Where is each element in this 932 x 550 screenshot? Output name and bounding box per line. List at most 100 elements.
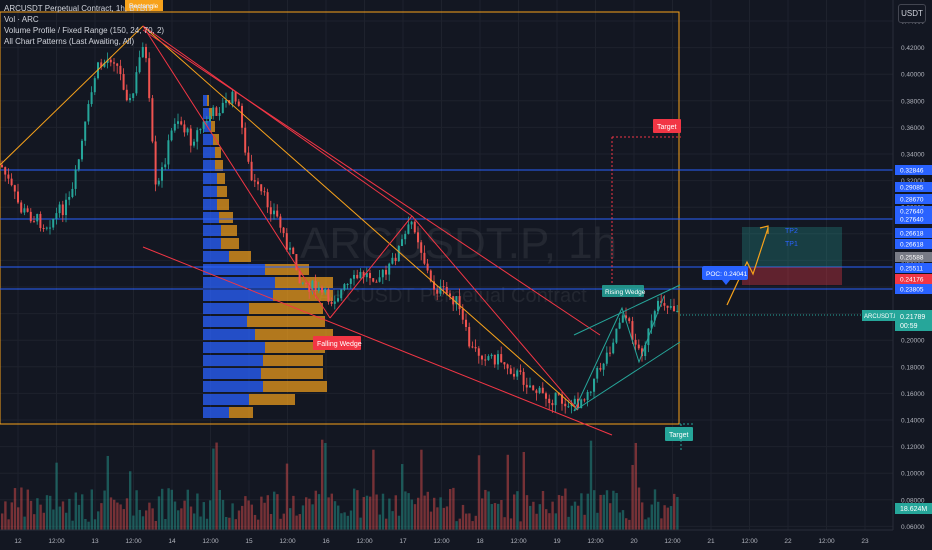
volume-bar — [90, 489, 93, 530]
currency-button[interactable]: USDT — [898, 4, 926, 23]
wedge-lower[interactable] — [142, 246, 613, 436]
triangle-line-left[interactable] — [0, 25, 144, 166]
candle-body — [641, 348, 643, 357]
profile-row-down — [229, 251, 251, 262]
volume-bar — [529, 505, 532, 530]
candle-body — [145, 46, 147, 59]
candle-body — [170, 130, 173, 141]
profile-row-up — [203, 355, 263, 366]
candle-body — [71, 188, 74, 197]
volume-bar — [257, 519, 260, 530]
volume-bar — [327, 497, 330, 530]
candle-body — [426, 263, 429, 271]
price-tick-label: 0.36000 — [901, 125, 925, 132]
candle-body — [237, 101, 240, 106]
time-label: 12:00 — [48, 538, 65, 545]
candle-body — [161, 167, 163, 181]
profile-row-up — [203, 381, 263, 392]
profile-row-down — [217, 173, 225, 184]
long-position-profit-zone[interactable] — [742, 227, 842, 267]
long-position-loss-zone[interactable] — [742, 267, 842, 285]
volume-bar — [503, 517, 506, 530]
volume-bar — [119, 504, 122, 530]
candle-body — [634, 339, 637, 345]
profile-row-up — [203, 264, 265, 275]
rising-wedge-lower[interactable] — [573, 341, 681, 412]
volume-bar — [519, 521, 522, 530]
candle-body — [605, 352, 608, 364]
volume-bar — [669, 506, 673, 530]
profile-row-up — [203, 394, 249, 405]
pattern-line-a[interactable] — [142, 25, 413, 217]
profile-row-down — [211, 121, 215, 132]
pattern-line-d[interactable] — [411, 215, 579, 411]
pattern-line-b[interactable] — [142, 25, 331, 319]
falling-wedge-label[interactable]: Falling Wedge — [313, 336, 362, 350]
current-price-value: 0.21789 — [900, 314, 925, 321]
profile-row-down — [263, 381, 327, 392]
profile-row-up — [203, 303, 249, 314]
symbol-line[interactable]: ARCUSDT Perpetual Contract, 1h, BYBIT — [4, 4, 153, 13]
projection-arrow-head — [759, 225, 769, 234]
target-bottom-label-text: Target — [669, 432, 689, 439]
volume-bar — [525, 495, 529, 530]
volume-bar — [474, 515, 477, 530]
indicator-volume-profile[interactable]: Volume Profile / Fixed Range (150, 24, 7… — [4, 26, 165, 35]
profile-row-up — [203, 108, 209, 119]
target-top-label[interactable]: Target — [653, 119, 681, 133]
candle-body — [353, 274, 355, 279]
triangle-pattern — [0, 25, 579, 411]
price-tag-bg — [895, 194, 932, 204]
volume-bar — [71, 520, 74, 530]
candle-body — [151, 98, 154, 142]
indicator-chart-patterns[interactable]: All Chart Patterns (Last Awaiting, All) — [4, 37, 135, 46]
candle-body — [586, 392, 589, 400]
pattern-line-c[interactable] — [329, 215, 413, 319]
time-axis[interactable] — [0, 529, 932, 550]
price-tick-label: 0.12000 — [901, 444, 925, 451]
candle-body — [212, 107, 215, 117]
candle-body — [129, 98, 131, 101]
volume-bar — [452, 487, 455, 530]
candle-body — [461, 309, 464, 320]
projection-arrow-path[interactable] — [726, 227, 769, 306]
candle-body — [148, 58, 151, 99]
candle-body — [497, 354, 499, 365]
indicator-volume[interactable]: Vol · ARC — [4, 15, 39, 24]
price-tag-label: 0.32846 — [900, 168, 924, 175]
volume-bar — [266, 495, 269, 530]
volume-bar — [337, 505, 340, 530]
volume-bar — [509, 518, 513, 530]
rectangle-label[interactable]: Rectangle — [125, 0, 163, 11]
rising-wedge-label[interactable]: Rising Wedge — [602, 285, 646, 297]
volume-bar — [20, 487, 23, 530]
poc-label[interactable]: POC: 0.24041 — [702, 266, 748, 285]
candle-body — [516, 370, 519, 377]
volume-bar — [362, 497, 365, 530]
target-bottom-label[interactable]: Target — [665, 427, 693, 441]
candle-body — [20, 202, 23, 213]
rectangle-pattern[interactable] — [0, 11, 680, 425]
volume-bar — [465, 513, 468, 530]
volume-bar — [580, 493, 583, 530]
candle-body — [74, 169, 77, 189]
volume-bar — [135, 490, 138, 530]
volume-bar — [113, 499, 116, 530]
volume-bar — [596, 512, 599, 530]
price-tick-label: 0.40000 — [901, 72, 925, 79]
candle-body — [385, 269, 387, 275]
triangle-line-right[interactable] — [142, 25, 579, 411]
volume-bar — [106, 455, 109, 530]
profile-row-down — [275, 277, 333, 288]
volume-bar — [234, 519, 237, 530]
volume-bar — [237, 510, 241, 530]
rising-wedge-zigzag[interactable] — [573, 295, 665, 412]
rising-wedge-upper[interactable] — [573, 284, 681, 336]
profile-row-up — [203, 173, 217, 184]
candle-body — [87, 104, 90, 122]
candle-body — [442, 286, 445, 288]
volume-bar — [247, 500, 250, 530]
candle-body — [436, 289, 439, 294]
wedge-upper[interactable] — [142, 29, 601, 336]
